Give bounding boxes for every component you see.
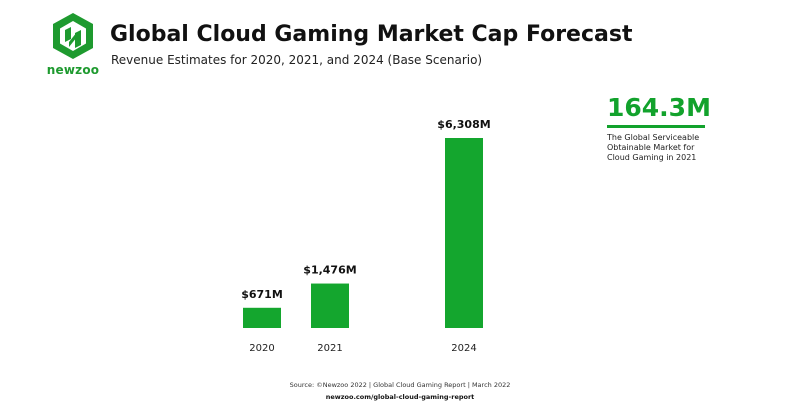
- logo-wordmark: newzoo: [46, 63, 100, 77]
- source-url: newzoo.com/global-cloud-gaming-report: [325, 393, 475, 401]
- category-label-2020: 2020: [249, 343, 274, 354]
- callout-value: 164.3M: [607, 93, 711, 122]
- newzoo-logo: newzoo: [44, 12, 102, 80]
- bar-2024: [445, 138, 483, 328]
- value-label-2021: $1,476M: [303, 264, 356, 277]
- value-label-2024: $6,308M: [437, 118, 490, 131]
- market-callout: 164.3M The Global Serviceable Obtainable…: [607, 94, 717, 163]
- source-note: Source: ©Newzoo 2022 | Global Cloud Gami…: [289, 381, 511, 389]
- chart-title: Global Cloud Gaming Market Cap Forecast: [110, 22, 633, 47]
- chart-subtitle: Revenue Estimates for 2020, 2021, and 20…: [111, 53, 483, 67]
- bar-2020: [243, 307, 281, 328]
- bar-2021: [311, 283, 349, 328]
- category-label-2021: 2021: [317, 343, 342, 354]
- callout-divider: [607, 125, 705, 128]
- category-label-2024: 2024: [451, 343, 476, 354]
- value-label-2020: $671M: [241, 288, 283, 301]
- callout-description: The Global Serviceable Obtainable Market…: [607, 133, 700, 162]
- newzoo-logo-icon: [53, 13, 93, 59]
